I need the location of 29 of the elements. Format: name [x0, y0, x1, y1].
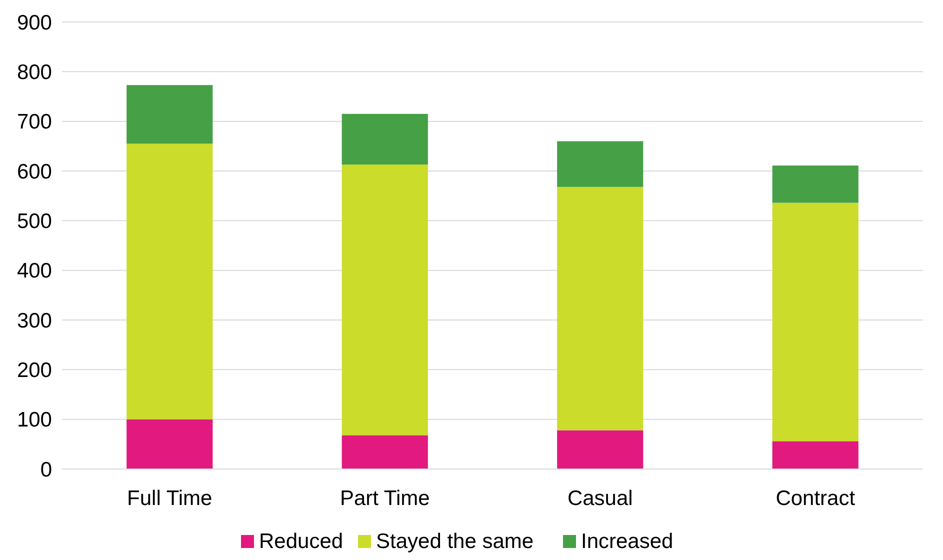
x-tick-label: Part Time [340, 487, 430, 510]
bar [342, 164, 428, 436]
bar [126, 85, 213, 144]
bar [126, 419, 213, 469]
y-tick-label: 300 [16, 309, 52, 332]
legend-label: Reduced [259, 530, 344, 553]
bar [342, 114, 428, 165]
x-tick-label: Full Time [127, 487, 212, 510]
bar [772, 441, 858, 469]
y-tick-label: 200 [16, 359, 52, 382]
legend-label: Increased [581, 530, 674, 553]
bar [557, 186, 644, 430]
y-tick-label: 800 [16, 61, 52, 84]
y-tick-label: 0 [40, 458, 52, 482]
x-tick-label: Casual [567, 487, 633, 510]
y-tick-label: 900 [16, 11, 52, 34]
bar [557, 141, 644, 187]
bar [342, 435, 428, 469]
bar [772, 202, 858, 442]
x-tick-label: Contract [776, 487, 856, 510]
y-tick-label: 700 [16, 110, 52, 134]
y-tick-label: 400 [16, 260, 52, 283]
bar [772, 166, 858, 203]
y-tick-label: 600 [16, 160, 52, 184]
bar [557, 430, 644, 469]
y-tick-label: 500 [16, 210, 52, 234]
legend-label: Stayed the same [376, 530, 534, 553]
y-tick-label: 100 [16, 408, 52, 432]
bar [126, 144, 213, 420]
